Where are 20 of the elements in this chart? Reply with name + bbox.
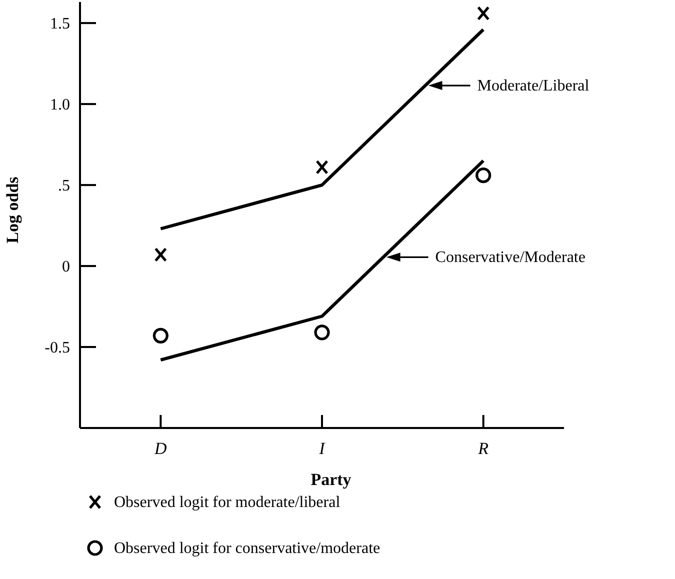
legend-label: Observed logit for moderate/liberal: [114, 494, 341, 511]
point: [154, 247, 167, 262]
y-tick-label: -0.5: [44, 340, 70, 357]
point: [314, 324, 330, 340]
point: [316, 160, 328, 175]
y-tick-label: .5: [58, 178, 70, 195]
y-tick-label: 1.0: [50, 96, 70, 114]
legend-label: Observed logit for conservative/moderate: [114, 540, 380, 557]
y-tick-label: 0: [62, 258, 70, 276]
x-axis-title: Party: [310, 470, 352, 489]
x-tick-label: I: [318, 439, 326, 458]
point: [477, 6, 490, 21]
point: [476, 168, 492, 184]
x-tick-label: R: [477, 439, 490, 458]
legend-label: Moderate/Liberal: [477, 78, 590, 95]
legend-label: Conservative/Moderate: [435, 249, 586, 266]
point: [152, 328, 168, 344]
y-tick-label: 1.5: [50, 16, 70, 33]
x-tick-label: D: [154, 439, 168, 458]
y-axis-title: Log odds: [3, 176, 22, 244]
